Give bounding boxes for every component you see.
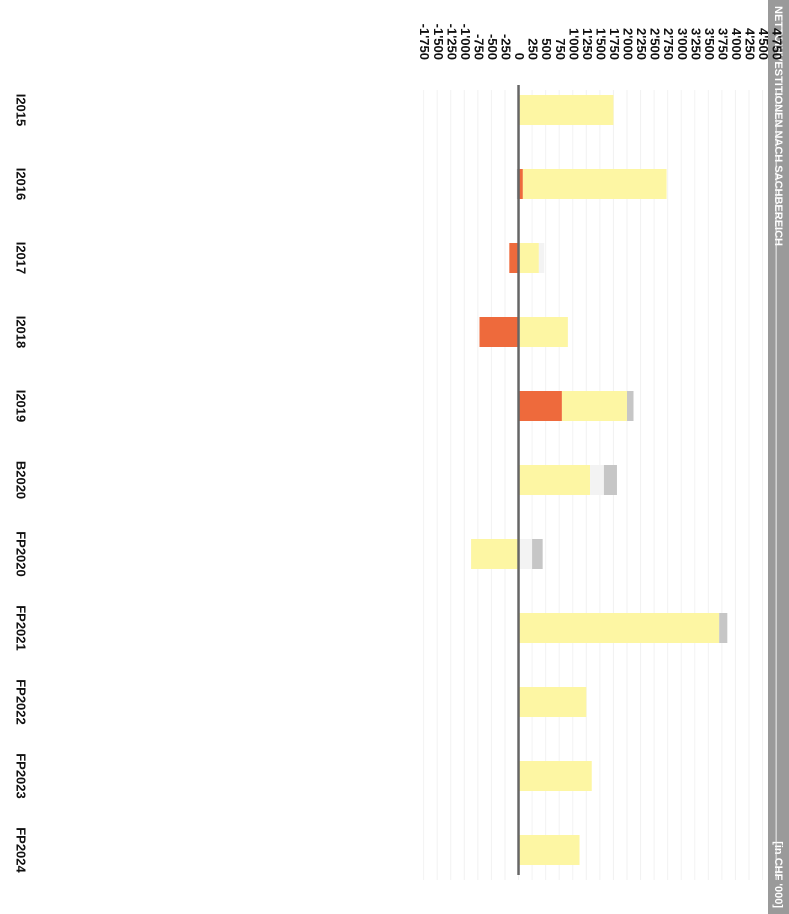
y-tick-label: -750 (471, 34, 486, 60)
bar-segment (518, 539, 533, 569)
rotated-chart: NETTOINVESTITIONEN NACH SACHBEREICH [in … (14, 0, 789, 914)
y-tick-label: -1'500 (431, 24, 446, 60)
x-tick-label: I2019 (14, 390, 29, 423)
bar-segment (518, 613, 720, 643)
y-tick-label: 1'500 (593, 28, 608, 60)
x-tick-label: FP2024 (14, 827, 29, 873)
y-tick-label: 3'750 (715, 28, 730, 60)
y-tick-label: 3'000 (675, 28, 690, 60)
y-tick-label: 500 (539, 38, 554, 60)
bar-segment (532, 539, 543, 569)
title-bar (768, 0, 789, 914)
bar-segment (538, 243, 545, 273)
y-tick-label: 0 (512, 53, 527, 60)
bar-segment (479, 317, 519, 347)
y-tick-label: -1'750 (417, 24, 432, 60)
y-tick-label: 4'000 (729, 28, 744, 60)
bar-segment (590, 465, 604, 495)
y-tick-label: 3'500 (702, 28, 717, 60)
bar-segment (518, 95, 614, 125)
bar-segment (518, 317, 568, 347)
y-tick-label: 2'750 (661, 28, 676, 60)
bar-segment (626, 391, 634, 421)
bar-segment (719, 613, 728, 643)
x-tick-label: I2015 (14, 94, 29, 127)
y-tick-label: 2'250 (634, 28, 649, 60)
y-tick-label: 2'000 (621, 28, 636, 60)
bar-segment (518, 465, 591, 495)
bar-segment (561, 391, 627, 421)
x-tick-label: I2017 (14, 242, 29, 275)
y-tick-label: -1'250 (444, 24, 459, 60)
x-tick-label: FP2021 (14, 605, 29, 651)
bar-segment (518, 761, 592, 791)
x-tick-label: FP2023 (14, 753, 29, 799)
bar-segment (518, 391, 562, 421)
y-tick-label: -500 (485, 34, 500, 60)
x-tick-label: FP2020 (14, 531, 29, 577)
x-tick-label: B2020 (14, 461, 29, 499)
y-tick-label: 750 (553, 38, 568, 60)
y-tick-label: -1'000 (458, 24, 473, 60)
y-tick-label: 4'500 (756, 28, 771, 60)
y-tick-label: 2'500 (648, 28, 663, 60)
y-tick-label: 1'750 (607, 28, 622, 60)
bar-segment (518, 243, 539, 273)
y-tick-label: 4'250 (743, 28, 758, 60)
y-tick-label: 1'250 (580, 28, 595, 60)
y-tick-label: 4'750 (770, 28, 785, 60)
chart-title: NETTOINVESTITIONEN NACH SACHBEREICH (772, 6, 784, 246)
bar-segment (522, 169, 667, 199)
x-tick-label: FP2022 (14, 679, 29, 725)
x-tick-label: I2018 (14, 316, 29, 349)
bar-segment (518, 687, 587, 717)
bar-segment (471, 539, 519, 569)
bar-segment (518, 835, 580, 865)
bar-segment (509, 243, 519, 273)
x-tick-label: I2016 (14, 168, 29, 201)
bar-segment (603, 465, 617, 495)
y-tick-label: 250 (526, 38, 541, 60)
chart-subtitle: [in CHF '000] (772, 841, 784, 908)
y-tick-label: -250 (499, 34, 514, 60)
y-tick-label: 3'250 (688, 28, 703, 60)
y-tick-label: 1'000 (566, 28, 581, 60)
